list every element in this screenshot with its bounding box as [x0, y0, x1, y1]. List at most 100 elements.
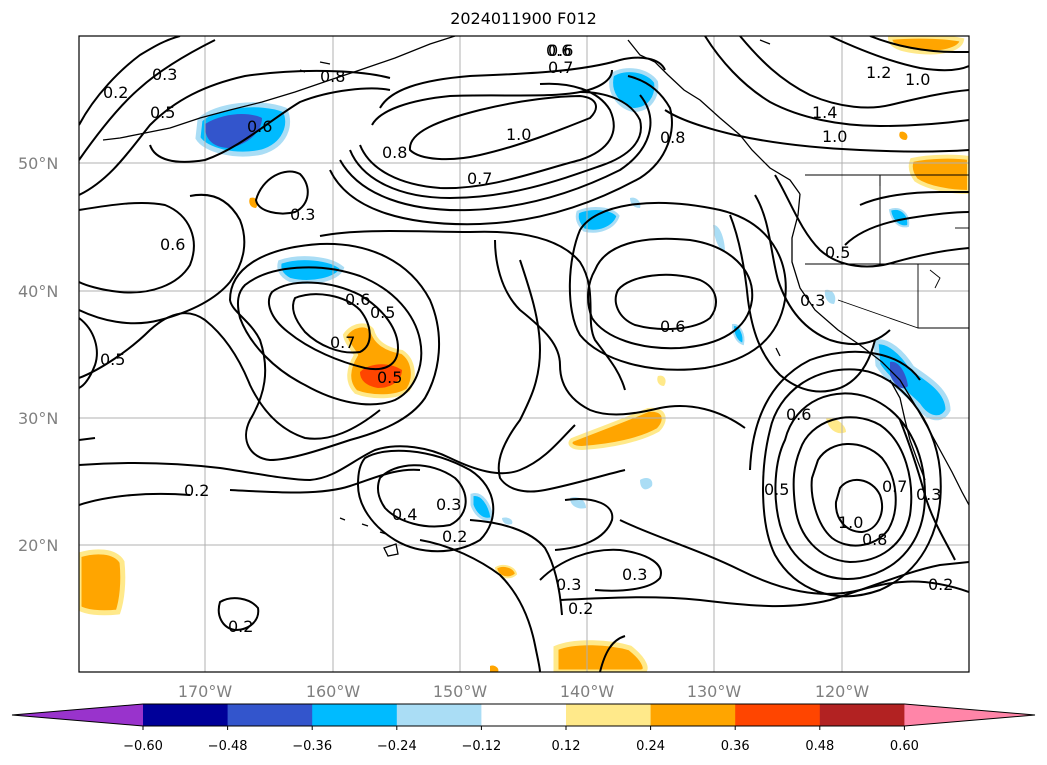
anomaly-blob-negative	[824, 289, 836, 304]
contour-label: 0.5	[150, 103, 175, 122]
contour-label: 1.0	[506, 125, 531, 144]
contour-label: 0.8	[862, 530, 887, 549]
contour-label: 0.2	[184, 481, 209, 500]
contour-label: 0.8	[320, 67, 345, 86]
colorbar-segment	[735, 704, 821, 726]
contour-label: 0.7	[882, 477, 907, 496]
contour-lines	[79, 36, 969, 672]
contour-label: 1.0	[838, 513, 863, 532]
contour-label: 0.8	[660, 128, 685, 147]
anomaly-blob-strong-negative	[204, 114, 262, 148]
colorbar-extend-low	[12, 704, 143, 726]
contour-label: 0.3	[152, 65, 177, 84]
contour-label: 0.6	[160, 235, 185, 254]
anomaly-blob-negative	[277, 256, 345, 284]
contour-label: 0.5	[764, 480, 789, 499]
lon-label: 160°W	[306, 682, 361, 701]
contour-label: 0.7	[330, 333, 355, 352]
anomaly-blob-positive	[887, 36, 965, 55]
anomaly-blob-negative	[888, 208, 910, 228]
colorbar-tick-label: 0.36	[721, 739, 750, 754]
contour-labels: 0.2 0.3 0.5 0.6 0.8 0.6 0.8 1.0 0.7 0.6 …	[100, 41, 953, 636]
contour-label: 0.3	[622, 565, 647, 584]
lat-label: 20°N	[18, 536, 58, 555]
colorbar-segment	[650, 704, 736, 726]
colorbar-segment	[819, 704, 905, 726]
lon-label: 120°W	[815, 682, 870, 701]
map-area: 0.2 0.3 0.5 0.6 0.8 0.6 0.8 1.0 0.7 0.6 …	[79, 36, 969, 672]
contour-label: 0.6	[786, 405, 811, 424]
colorbar-segment	[227, 704, 313, 726]
anomaly-blob-positive	[899, 131, 908, 140]
colorbar-segment	[481, 704, 567, 726]
contour-label: 0.2	[103, 83, 128, 102]
longitude-labels: 170°W 160°W 150°W 140°W 130°W 120°W	[178, 682, 870, 701]
colorbar-tick-label: 0.12	[552, 739, 581, 754]
colorbar-segment	[566, 704, 652, 726]
contour-label: 0.6	[660, 317, 685, 336]
contour-label: 0.3	[916, 485, 941, 504]
graticule	[79, 36, 969, 672]
contour-label: 0.6	[546, 41, 571, 60]
anomaly-blob-positive	[908, 154, 969, 195]
anomaly-blob-negative	[713, 224, 725, 252]
lat-label: 40°N	[18, 282, 58, 301]
contour-label: 1.4	[812, 103, 837, 122]
colorbar-segment	[143, 704, 229, 726]
contour-label: 0.3	[800, 291, 825, 310]
contour-label: 1.0	[905, 70, 930, 89]
anomaly-blob-strong-negative	[890, 361, 908, 389]
lon-label: 150°W	[433, 682, 488, 701]
contour-label: 0.3	[436, 495, 461, 514]
colorbar-segment	[396, 704, 482, 726]
contour-label: 0.6	[345, 290, 370, 309]
contour-label: 0.7	[548, 58, 573, 77]
colorbar-tick-label: −0.60	[123, 739, 163, 754]
map-frame	[78, 35, 970, 673]
anomaly-blob-negative	[640, 478, 653, 490]
contour-label: 0.2	[442, 527, 467, 546]
anomaly-blob-positive	[657, 375, 666, 386]
anomaly-blob-negative	[630, 197, 641, 208]
contour-label: 0.8	[382, 143, 407, 162]
contour-label: 0.2	[228, 617, 253, 636]
contour-label: 0.3	[290, 205, 315, 224]
contour-label: 0.6	[548, 41, 573, 60]
lat-label: 30°N	[18, 409, 58, 428]
contour-label: 1.0	[822, 127, 847, 146]
colorbar-tick-label: −0.12	[461, 739, 501, 754]
colorbar-tick-label: 0.60	[890, 739, 919, 754]
colorbar-tick-label: −0.24	[377, 739, 417, 754]
anomaly-blob-positive	[79, 549, 126, 616]
colorbar-tick-label: −0.36	[292, 739, 332, 754]
colorbar-tick-label: 0.48	[805, 739, 834, 754]
state-borders	[805, 174, 969, 329]
latitude-labels: 50°N 40°N 30°N 20°N	[18, 154, 58, 555]
colorbar: −0.60 −0.48 −0.36 −0.24 −0.12 0.12 0.24 0.36 0.4…	[11, 703, 1036, 754]
colorbar-tick-label: −0.48	[208, 739, 248, 754]
contour-label: 0.2	[928, 575, 953, 594]
colorbar-extend-high	[904, 704, 1035, 726]
contour-label: 1.2	[866, 63, 891, 82]
lon-label: 130°W	[687, 682, 742, 701]
lon-label: 140°W	[560, 682, 615, 701]
contour-label: 0.6	[247, 117, 272, 136]
lon-label: 170°W	[178, 682, 233, 701]
colorbar-segment	[312, 704, 398, 726]
contour-label: 0.5	[100, 350, 125, 369]
anomaly-blob-positive	[490, 665, 499, 672]
contour-label: 0.5	[370, 303, 395, 322]
contour-label: 0.7	[467, 169, 492, 188]
contour-label: 0.5	[377, 368, 402, 387]
anomaly-blob-positive	[826, 417, 846, 434]
anomaly-blob-negative	[502, 517, 513, 525]
contour-label: 0.5	[825, 243, 850, 262]
anomaly-blob-strong-positive	[360, 364, 402, 388]
anomaly-blob-positive	[568, 407, 666, 451]
contour-label: 0.4	[392, 505, 417, 524]
map-title: 2024011900 F012	[450, 9, 597, 28]
contour-label: 0.3	[556, 575, 581, 594]
filled-anomaly-regions	[79, 36, 969, 672]
colorbar-tick-label: 0.24	[636, 739, 665, 754]
